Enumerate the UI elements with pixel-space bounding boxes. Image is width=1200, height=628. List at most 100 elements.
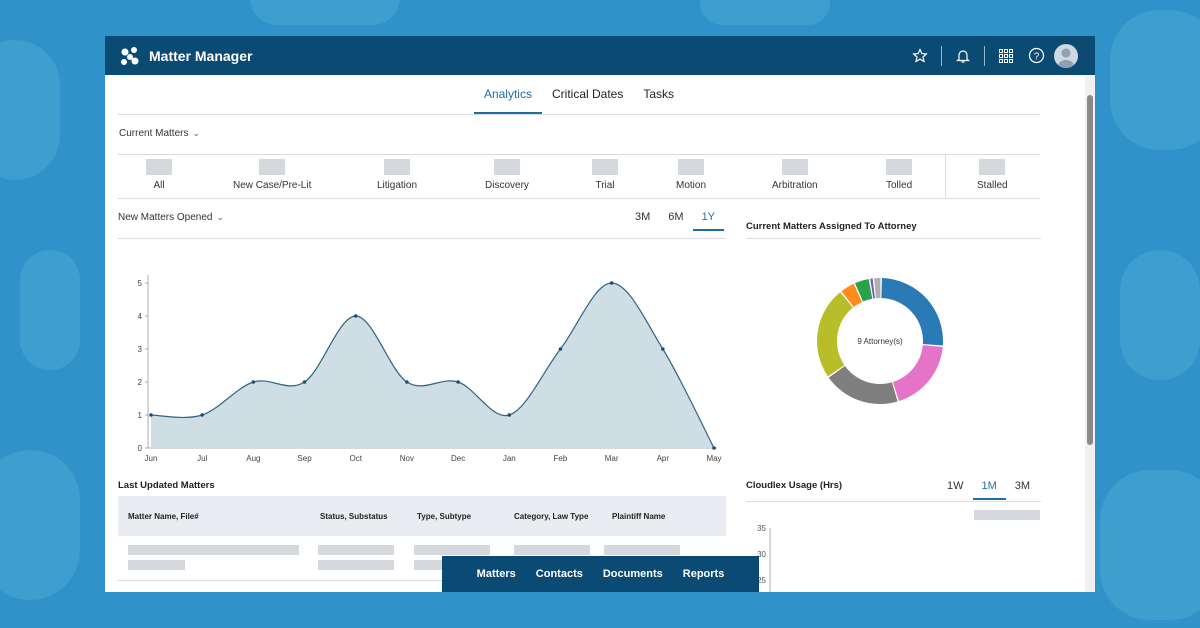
new-matters-chart: 0 1 2 3 4 5 Jun Jul Aug Sep Oct Nov Dec Jan Feb Mar Apr M… xyxy=(138,275,722,463)
tab-analytics[interactable]: Analytics xyxy=(473,75,542,114)
range-6m[interactable]: 6M xyxy=(668,211,684,223)
background-shape xyxy=(0,450,80,600)
divider xyxy=(118,238,726,239)
scrollbar-thumb[interactable] xyxy=(1087,95,1093,445)
new-matters-dropdown[interactable]: New Matters Opened ⌄ xyxy=(118,212,224,223)
tab-tasks[interactable]: Tasks xyxy=(643,87,675,101)
status-label: Trial xyxy=(595,180,615,191)
row-placeholder xyxy=(128,545,299,555)
status-label: Tolled xyxy=(886,180,913,191)
divider xyxy=(941,45,942,66)
current-matters-label: Current Matters xyxy=(119,128,189,139)
apps-grid-icon[interactable] xyxy=(991,41,1021,71)
vertical-scrollbar[interactable] xyxy=(1085,75,1095,592)
data-point xyxy=(251,380,256,384)
status-litigation[interactable]: Litigation xyxy=(377,159,417,191)
status-all[interactable]: All xyxy=(146,159,172,191)
data-point xyxy=(558,347,563,351)
status-label: Arbitration xyxy=(772,180,818,191)
nav-documents[interactable]: Documents xyxy=(602,568,663,580)
status-label: All xyxy=(153,180,165,191)
donut-slice xyxy=(828,365,898,404)
donut-slice xyxy=(881,278,943,346)
svg-text:?: ? xyxy=(1033,51,1039,62)
divider xyxy=(746,238,1041,239)
data-point xyxy=(661,347,665,351)
x-tick-label: Jun xyxy=(145,454,158,463)
row-placeholder xyxy=(318,560,394,570)
data-point xyxy=(405,380,409,384)
background-shape xyxy=(1120,250,1200,380)
x-tick-label: Feb xyxy=(554,454,568,463)
y-tick-label: 30 xyxy=(757,550,766,559)
usage-panel-title: Cloudlex Usage (Hrs) xyxy=(746,480,843,491)
background-shape xyxy=(1100,470,1200,620)
x-tick-label: Jul xyxy=(197,454,207,463)
y-tick-label: 5 xyxy=(138,279,143,288)
count-placeholder xyxy=(979,159,1006,175)
bell-icon[interactable] xyxy=(948,41,978,71)
donut-slice xyxy=(855,279,873,302)
x-tick-label: Apr xyxy=(657,454,670,463)
app-title: Matter Manager xyxy=(149,47,253,64)
nav-matters[interactable]: Matters xyxy=(476,568,516,580)
range-1y[interactable]: 1Y xyxy=(692,206,725,231)
count-placeholder xyxy=(384,159,411,175)
donut-slice xyxy=(817,292,853,377)
y-tick-label: 35 xyxy=(757,524,766,533)
status-tolled[interactable]: Tolled xyxy=(886,159,912,191)
x-tick-label: Sep xyxy=(297,454,312,463)
current-matters-dropdown[interactable]: Current Matters ⌄ xyxy=(119,128,200,139)
range-1m[interactable]: 1M xyxy=(972,475,1006,500)
status-trial[interactable]: Trial xyxy=(592,159,618,191)
chevron-down-icon: ⌄ xyxy=(216,212,225,222)
divider xyxy=(746,501,1041,502)
nav-reports[interactable]: Reports xyxy=(682,568,725,580)
status-filter-row: All New Case/Pre-Lit Litigation Discover… xyxy=(118,154,1040,199)
usage-range: 1W 1M 3M xyxy=(938,475,1039,500)
status-stalled[interactable]: Stalled xyxy=(977,159,1008,191)
background-shape xyxy=(250,0,400,25)
main-tabs: Analytics Critical Dates Tasks xyxy=(118,75,1040,115)
usage-chart: 35 30 25 xyxy=(757,524,771,592)
attorney-donut-chart: 9 Attorney(s) xyxy=(817,278,943,404)
star-icon[interactable] xyxy=(905,41,935,71)
status-label: Discovery xyxy=(485,180,529,191)
x-tick-label: Jan xyxy=(503,454,516,463)
nav-contacts[interactable]: Contacts xyxy=(535,568,583,580)
data-point xyxy=(507,413,512,417)
table-header: Matter Name, File# Status, Substatus Typ… xyxy=(118,496,726,536)
data-point xyxy=(353,314,358,318)
status-label: Litigation xyxy=(377,180,418,191)
status-label: New Case/Pre-Lit xyxy=(233,180,312,191)
range-3m[interactable]: 3M xyxy=(635,211,651,223)
y-tick-label: 1 xyxy=(138,411,143,420)
tab-critical-dates[interactable]: Critical Dates xyxy=(551,87,624,101)
donut-slice xyxy=(870,278,875,299)
status-label: Stalled xyxy=(977,180,1008,191)
data-point xyxy=(200,413,204,417)
column-header[interactable]: Status, Substatus xyxy=(320,512,388,521)
column-header[interactable]: Type, Subtype xyxy=(417,512,472,521)
user-avatar[interactable] xyxy=(1051,41,1081,71)
app-logo[interactable]: Matter Manager xyxy=(119,45,252,67)
help-icon[interactable]: ? xyxy=(1021,41,1051,71)
column-header[interactable]: Matter Name, File# xyxy=(128,512,199,521)
column-header[interactable]: Category, Law Type xyxy=(514,512,589,521)
range-1w[interactable]: 1W xyxy=(947,480,964,492)
y-tick-label: 3 xyxy=(138,345,143,354)
row-placeholder xyxy=(414,545,490,555)
status-arbitration[interactable]: Arbitration xyxy=(772,159,818,191)
status-new-case[interactable]: New Case/Pre-Lit xyxy=(233,159,311,191)
range-3m[interactable]: 3M xyxy=(1014,480,1031,492)
status-motion[interactable]: Motion xyxy=(676,159,706,191)
status-discovery[interactable]: Discovery xyxy=(485,159,529,191)
donut-center-label: 9 Attorney(s) xyxy=(857,337,903,346)
row-placeholder xyxy=(514,545,590,555)
column-header[interactable]: Plaintiff Name xyxy=(612,512,666,521)
divider xyxy=(945,155,946,199)
x-tick-label: May xyxy=(706,454,721,463)
count-placeholder xyxy=(493,159,520,175)
x-tick-label: Mar xyxy=(605,454,619,463)
attorney-panel-title: Current Matters Assigned To Attorney xyxy=(746,221,917,232)
